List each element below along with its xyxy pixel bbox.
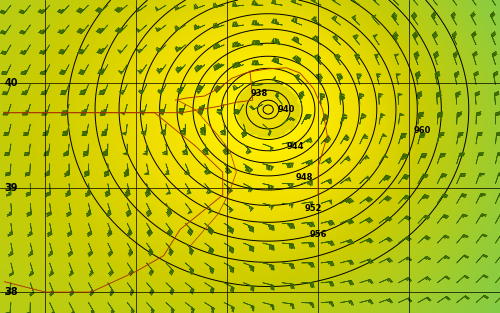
Text: 948: 948 bbox=[296, 173, 313, 182]
Text: 940: 940 bbox=[278, 105, 295, 114]
Text: 952: 952 bbox=[305, 204, 322, 213]
Text: 938: 938 bbox=[250, 90, 268, 98]
Text: 40: 40 bbox=[4, 79, 18, 89]
Text: 960: 960 bbox=[414, 126, 432, 135]
Text: 38: 38 bbox=[4, 287, 18, 297]
Text: 39: 39 bbox=[4, 183, 18, 193]
Text: 956: 956 bbox=[310, 230, 327, 239]
Text: 944: 944 bbox=[286, 141, 304, 151]
